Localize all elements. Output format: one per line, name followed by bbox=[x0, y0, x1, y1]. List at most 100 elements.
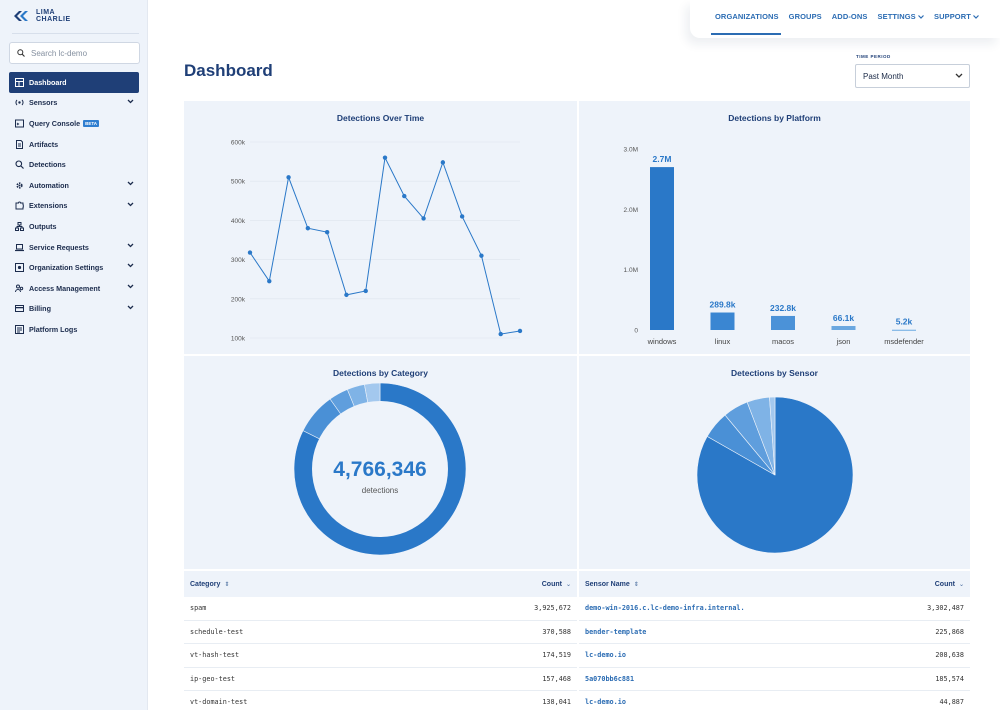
data-point bbox=[517, 328, 523, 334]
bar-value-label: 2.7M bbox=[653, 154, 672, 164]
table-row: lc-demo.io 208,638 bbox=[579, 644, 970, 668]
sort-icon: ⇕ bbox=[224, 581, 230, 588]
nav-support[interactable]: SUPPORT bbox=[934, 12, 980, 21]
sensor-name-column-header[interactable]: Sensor Name ⇕ bbox=[585, 580, 639, 588]
data-point bbox=[305, 226, 311, 231]
sidebar-item-service-requests[interactable]: Service Requests bbox=[9, 237, 139, 258]
data-point bbox=[440, 160, 446, 165]
category-column-header[interactable]: Category ⇕ bbox=[190, 580, 230, 588]
sidebar-item-label: Organization Settings bbox=[29, 263, 104, 273]
table-header: Sensor Name ⇕ Count ⌄ bbox=[579, 571, 970, 597]
search-icon bbox=[15, 160, 24, 170]
chevron-down-icon bbox=[127, 202, 134, 206]
sidebar-item-label: Dashboard bbox=[29, 77, 67, 87]
time-period-label: TIME PERIOD bbox=[856, 54, 891, 59]
sidebar-item-artifacts[interactable]: Artifacts bbox=[9, 134, 139, 155]
sidebar-item-label: Artifacts bbox=[29, 139, 59, 149]
table-row: 5a070bb6c881 185,574 bbox=[579, 668, 970, 691]
sensor-link[interactable]: lc-demo.io bbox=[585, 698, 626, 707]
line-chart: 100k 200k 300k 400k 500k 600k bbox=[231, 140, 523, 343]
sidebar-item-automation[interactable]: Automation bbox=[9, 175, 139, 196]
sidebar: LIMA CHARLIE Dashboard Sensors Query Con… bbox=[0, 0, 148, 710]
x-tick-label: macos bbox=[772, 337, 794, 346]
sidebar-item-platform-logs[interactable]: Platform Logs bbox=[9, 319, 139, 340]
panel-title: Detections by Category bbox=[333, 368, 428, 378]
bar-value-label: 66.1k bbox=[833, 313, 855, 323]
sidebar-item-label: Extensions bbox=[29, 201, 68, 211]
table-row[interactable]: schedule-test 370,588 bbox=[184, 621, 577, 644]
sidebar-item-outputs[interactable]: Outputs bbox=[9, 216, 139, 237]
data-point bbox=[267, 278, 272, 284]
panel-title: Detections by Sensor bbox=[731, 368, 818, 378]
donut-total: 4,766,346 bbox=[333, 458, 426, 481]
table-row: demo-win-2016.c.lc-demo-infra.internal. 3… bbox=[579, 597, 970, 621]
data-point bbox=[286, 175, 291, 180]
donut-hole bbox=[312, 401, 448, 537]
pie-chart bbox=[696, 396, 854, 554]
bar-value-label: 5.2k bbox=[896, 317, 913, 327]
sensor-link[interactable]: 5a070bb6c881 bbox=[585, 674, 635, 683]
count-column-header[interactable]: Count ⌄ bbox=[541, 580, 571, 588]
brand-logo[interactable]: LIMA CHARLIE bbox=[14, 9, 71, 23]
table-row[interactable]: spam 3,925,672 bbox=[184, 597, 577, 621]
x-tick-label: windows bbox=[647, 337, 677, 346]
sidebar-item-organization-settings[interactable]: Organization Settings bbox=[9, 257, 139, 278]
time-period-select[interactable]: Past Month bbox=[855, 64, 970, 88]
users-icon bbox=[15, 284, 24, 293]
nav-groups[interactable]: GROUPS bbox=[788, 12, 822, 21]
table-row[interactable]: vt-hash-test 174,519 bbox=[184, 644, 577, 668]
data-point bbox=[363, 288, 368, 294]
brand-line2: CHARLIE bbox=[36, 16, 71, 23]
y-tick-label: 300k bbox=[231, 257, 246, 264]
detections-by-sensor-panel: Detections by Sensor bbox=[579, 356, 970, 569]
x-tick-label: json bbox=[836, 337, 851, 346]
count-column-header[interactable]: Count ⌄ bbox=[934, 580, 964, 588]
table-row[interactable]: ip-geo-test 157,468 bbox=[184, 668, 577, 691]
category-count: 370,588 bbox=[542, 627, 571, 636]
divider bbox=[12, 33, 139, 34]
nav-organizations[interactable]: ORGANIZATIONS bbox=[711, 12, 781, 35]
card-icon bbox=[15, 304, 24, 313]
sidebar-nav: Dashboard Sensors Query Console BETA Art… bbox=[9, 72, 139, 340]
y-tick-label: 400k bbox=[231, 218, 246, 225]
sidebar-item-sensors[interactable]: Sensors bbox=[9, 93, 139, 114]
chevron-down-icon bbox=[127, 263, 134, 268]
settings-icon bbox=[15, 263, 24, 273]
table-row[interactable]: vt-domain-test 138,041 bbox=[184, 691, 577, 710]
nav-settings[interactable]: SETTINGS bbox=[877, 12, 924, 21]
console-icon bbox=[15, 119, 24, 128]
sensor-link[interactable]: bender-template bbox=[585, 627, 647, 636]
sensor-link[interactable]: lc-demo.io bbox=[585, 651, 626, 660]
chevron-down-icon bbox=[127, 243, 134, 248]
beta-badge: BETA bbox=[83, 119, 100, 127]
sidebar-item-label: Access Management bbox=[29, 283, 101, 293]
nav-addons[interactable]: ADD-ONS bbox=[831, 12, 868, 21]
sidebar-item-label: Sensors bbox=[29, 98, 58, 108]
table-row: lc-demo.io 44,887 bbox=[579, 691, 970, 710]
bar bbox=[892, 329, 916, 331]
sidebar-item-query-console[interactable]: Query Console BETA bbox=[9, 113, 139, 134]
series-line bbox=[249, 156, 521, 335]
donut-chart: 4,766,346 detections bbox=[293, 382, 467, 556]
detections-by-category-panel: Detections by Category 4,766,346 detecti… bbox=[184, 356, 577, 569]
data-point bbox=[344, 292, 349, 298]
sidebar-item-billing[interactable]: Billing bbox=[9, 299, 139, 320]
sidebar-item-detections[interactable]: Detections bbox=[9, 154, 139, 175]
sensor-count: 3,302,487 bbox=[927, 604, 964, 613]
search-input[interactable] bbox=[31, 48, 131, 58]
sensor-table: Sensor Name ⇕ Count ⌄ demo-win-2016.c.lc-d… bbox=[579, 571, 970, 710]
x-tick-label: linux bbox=[715, 337, 731, 346]
puzzle-icon bbox=[15, 201, 24, 210]
sidebar-item-access-management[interactable]: Access Management bbox=[9, 278, 139, 299]
sensor-link[interactable]: demo-win-2016.c.lc-demo-infra.internal. bbox=[585, 604, 745, 613]
table-header: Category ⇕ Count ⌄ bbox=[184, 571, 577, 597]
category-name: schedule-test bbox=[190, 627, 244, 636]
sidebar-item-extensions[interactable]: Extensions bbox=[9, 196, 139, 217]
sidebar-item-dashboard[interactable]: Dashboard bbox=[9, 72, 139, 93]
data-point bbox=[247, 250, 253, 255]
donut-caption: detections bbox=[362, 486, 398, 495]
chevron-down-icon bbox=[127, 99, 134, 104]
dashboard-icon bbox=[15, 77, 24, 87]
data-point bbox=[479, 253, 484, 258]
search-box[interactable] bbox=[9, 42, 140, 64]
